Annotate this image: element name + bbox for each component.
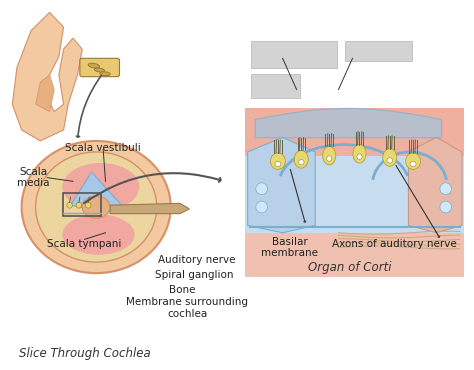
Polygon shape [71, 172, 122, 212]
FancyBboxPatch shape [80, 58, 119, 77]
Text: Axons of auditory nerve: Axons of auditory nerve [332, 239, 457, 249]
Text: Auditory nerve: Auditory nerve [158, 255, 235, 265]
Ellipse shape [67, 202, 73, 208]
Text: Bone: Bone [169, 285, 196, 295]
Ellipse shape [440, 201, 452, 213]
Text: Scala
media: Scala media [17, 167, 49, 188]
Ellipse shape [85, 202, 91, 208]
FancyBboxPatch shape [246, 108, 465, 156]
Polygon shape [247, 137, 315, 233]
Ellipse shape [299, 159, 304, 165]
Text: Membrane surrounding
cochlea: Membrane surrounding cochlea [126, 297, 248, 319]
Ellipse shape [357, 154, 362, 159]
Polygon shape [110, 204, 190, 213]
Ellipse shape [323, 147, 336, 165]
Ellipse shape [100, 72, 110, 75]
Ellipse shape [294, 151, 308, 168]
Ellipse shape [36, 152, 157, 262]
FancyBboxPatch shape [246, 229, 465, 277]
Ellipse shape [82, 196, 110, 218]
Ellipse shape [406, 153, 420, 169]
FancyBboxPatch shape [246, 152, 465, 233]
Polygon shape [12, 13, 82, 141]
Text: Basilar
membrane: Basilar membrane [261, 237, 318, 258]
FancyBboxPatch shape [345, 41, 412, 61]
Ellipse shape [440, 183, 452, 195]
Ellipse shape [353, 145, 366, 163]
Ellipse shape [63, 214, 135, 255]
Ellipse shape [256, 183, 267, 195]
Text: Scala tympani: Scala tympani [47, 239, 122, 249]
Text: Scala vestibuli: Scala vestibuli [65, 143, 141, 153]
Ellipse shape [410, 162, 416, 166]
Ellipse shape [63, 163, 139, 211]
Ellipse shape [94, 68, 104, 72]
Ellipse shape [22, 141, 171, 273]
Ellipse shape [327, 156, 332, 161]
Ellipse shape [383, 149, 397, 166]
Ellipse shape [271, 153, 285, 169]
Polygon shape [36, 75, 54, 112]
Ellipse shape [275, 162, 281, 166]
Ellipse shape [88, 63, 100, 68]
Polygon shape [409, 137, 462, 233]
Ellipse shape [387, 158, 392, 163]
FancyBboxPatch shape [251, 41, 337, 68]
FancyBboxPatch shape [251, 74, 300, 98]
Text: Organ of Corti: Organ of Corti [309, 261, 392, 274]
Ellipse shape [256, 201, 267, 213]
Text: Spiral ganglion: Spiral ganglion [155, 270, 233, 280]
Text: Slice Through Cochlea: Slice Through Cochlea [18, 347, 150, 360]
Ellipse shape [76, 202, 82, 208]
